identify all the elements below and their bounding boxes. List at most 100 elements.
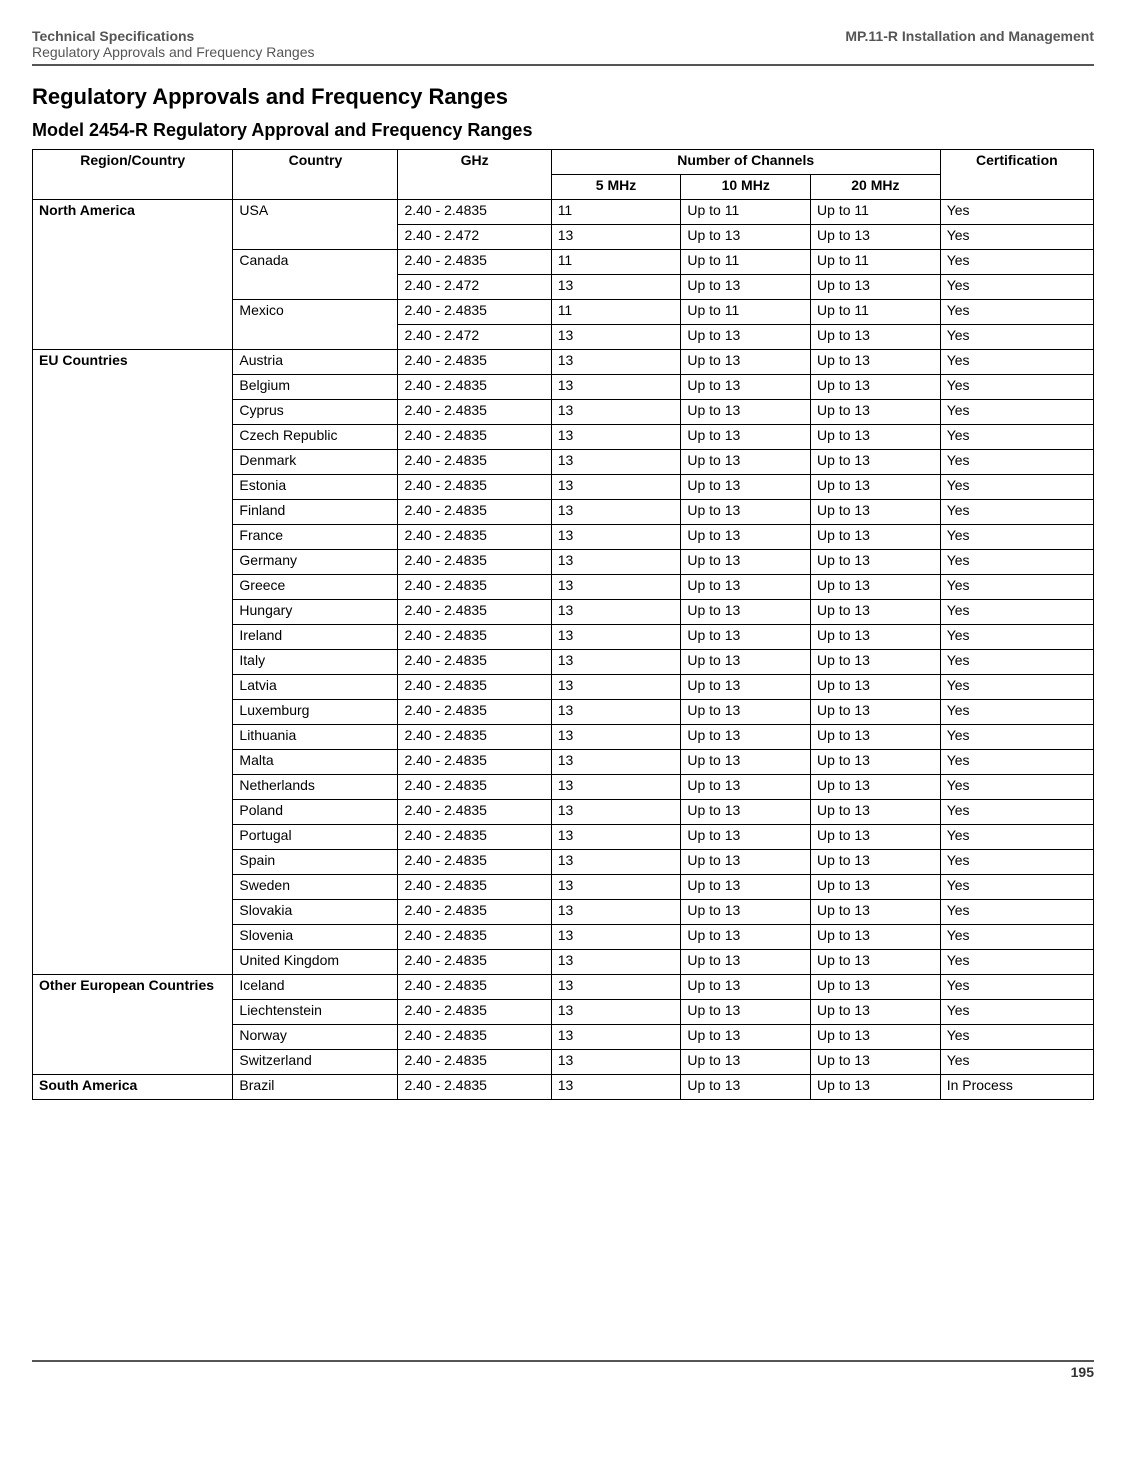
cell-c5: 13 [551, 275, 681, 300]
cell-c20: Up to 13 [811, 325, 941, 350]
cell-c5: 11 [551, 300, 681, 325]
cell-country: Slovenia [233, 925, 398, 950]
cell-c5: 13 [551, 750, 681, 775]
cell-ghz: 2.40 - 2.4835 [398, 1050, 551, 1075]
cell-country: France [233, 525, 398, 550]
cell-country: Liechtenstein [233, 1000, 398, 1025]
cell-cert: Yes [940, 675, 1093, 700]
cell-ghz: 2.40 - 2.4835 [398, 600, 551, 625]
cell-ghz: 2.40 - 2.4835 [398, 550, 551, 575]
cell-ghz: 2.40 - 2.4835 [398, 450, 551, 475]
cell-c20: Up to 13 [811, 1075, 941, 1100]
cell-ghz: 2.40 - 2.4835 [398, 850, 551, 875]
cell-c10: Up to 13 [681, 800, 811, 825]
cell-c20: Up to 13 [811, 275, 941, 300]
table-row: South AmericaBrazil2.40 - 2.483513Up to … [33, 1075, 1094, 1100]
cell-c20: Up to 13 [811, 725, 941, 750]
cell-c10: Up to 13 [681, 700, 811, 725]
header-right: MP.11-R Installation and Management [845, 28, 1094, 60]
cell-c20: Up to 13 [811, 600, 941, 625]
cell-c5: 13 [551, 700, 681, 725]
cell-c20: Up to 13 [811, 875, 941, 900]
cell-c10: Up to 13 [681, 1000, 811, 1025]
cell-country: Greece [233, 575, 398, 600]
cell-c10: Up to 13 [681, 500, 811, 525]
cell-c10: Up to 13 [681, 425, 811, 450]
cell-c20: Up to 13 [811, 400, 941, 425]
cell-c10: Up to 13 [681, 575, 811, 600]
cell-c5: 13 [551, 625, 681, 650]
cell-region: North America [33, 200, 233, 350]
cell-c5: 13 [551, 925, 681, 950]
cell-c20: Up to 13 [811, 375, 941, 400]
cell-c20: Up to 13 [811, 950, 941, 975]
cell-country: Brazil [233, 1075, 398, 1100]
cell-cert: Yes [940, 875, 1093, 900]
cell-country: Denmark [233, 450, 398, 475]
cell-c10: Up to 13 [681, 525, 811, 550]
page-header: Technical Specifications Regulatory Appr… [32, 28, 1094, 66]
cell-cert: Yes [940, 975, 1093, 1000]
cell-c20: Up to 13 [811, 775, 941, 800]
cell-country: Slovakia [233, 900, 398, 925]
cell-c10: Up to 13 [681, 675, 811, 700]
cell-ghz: 2.40 - 2.4835 [398, 700, 551, 725]
cell-cert: Yes [940, 725, 1093, 750]
cell-ghz: 2.40 - 2.4835 [398, 925, 551, 950]
cell-c10: Up to 13 [681, 550, 811, 575]
cell-c5: 13 [551, 600, 681, 625]
cell-c10: Up to 13 [681, 400, 811, 425]
cell-country: Luxemburg [233, 700, 398, 725]
section-title: Regulatory Approvals and Frequency Range… [32, 84, 1094, 110]
table-head: Region/Country Country GHz Number of Cha… [33, 150, 1094, 200]
cell-c5: 13 [551, 1075, 681, 1100]
cell-ghz: 2.40 - 2.4835 [398, 900, 551, 925]
cell-country: USA [233, 200, 398, 250]
cell-c10: Up to 13 [681, 875, 811, 900]
table-row: Other European CountriesIceland2.40 - 2.… [33, 975, 1094, 1000]
cell-ghz: 2.40 - 2.4835 [398, 475, 551, 500]
cell-cert: Yes [940, 200, 1093, 225]
cell-cert: Yes [940, 575, 1093, 600]
cell-c5: 11 [551, 200, 681, 225]
cell-c5: 13 [551, 800, 681, 825]
cell-c5: 13 [551, 1000, 681, 1025]
cell-c5: 13 [551, 875, 681, 900]
cell-cert: Yes [940, 475, 1093, 500]
cell-c5: 13 [551, 350, 681, 375]
cell-c5: 13 [551, 325, 681, 350]
page-number: 195 [1071, 1364, 1094, 1380]
cell-c5: 13 [551, 525, 681, 550]
cell-c20: Up to 13 [811, 575, 941, 600]
cell-c5: 13 [551, 950, 681, 975]
cell-c10: Up to 13 [681, 1025, 811, 1050]
cell-country: Belgium [233, 375, 398, 400]
cell-ghz: 2.40 - 2.4835 [398, 750, 551, 775]
cell-cert: Yes [940, 825, 1093, 850]
cell-c5: 13 [551, 575, 681, 600]
cell-c10: Up to 13 [681, 825, 811, 850]
cell-c20: Up to 13 [811, 1025, 941, 1050]
cell-country: Netherlands [233, 775, 398, 800]
cell-cert: Yes [940, 450, 1093, 475]
cell-c5: 13 [551, 1025, 681, 1050]
cell-c20: Up to 13 [811, 425, 941, 450]
cell-c10: Up to 13 [681, 325, 811, 350]
cell-ghz: 2.40 - 2.4835 [398, 950, 551, 975]
th-country: Country [233, 150, 398, 200]
cell-ghz: 2.40 - 2.4835 [398, 650, 551, 675]
cell-region: Other European Countries [33, 975, 233, 1075]
cell-country: Portugal [233, 825, 398, 850]
cell-c5: 13 [551, 425, 681, 450]
cell-c10: Up to 13 [681, 975, 811, 1000]
cell-c10: Up to 11 [681, 250, 811, 275]
cell-c10: Up to 13 [681, 450, 811, 475]
cell-country: Finland [233, 500, 398, 525]
cell-c10: Up to 13 [681, 600, 811, 625]
cell-cert: Yes [940, 500, 1093, 525]
cell-ghz: 2.40 - 2.472 [398, 225, 551, 250]
cell-cert: Yes [940, 325, 1093, 350]
cell-ghz: 2.40 - 2.4835 [398, 425, 551, 450]
cell-c10: Up to 13 [681, 725, 811, 750]
cell-c20: Up to 13 [811, 825, 941, 850]
